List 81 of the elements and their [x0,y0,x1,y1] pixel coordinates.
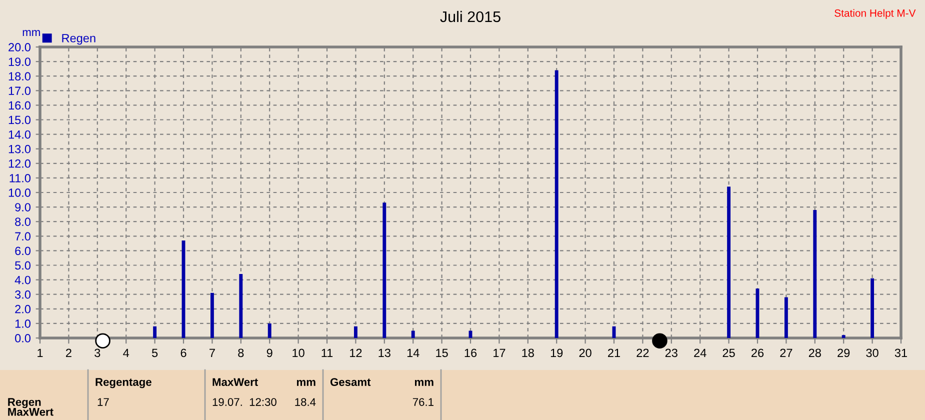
y-tick-label: 8.0 [15,218,31,226]
x-tick-label: 8 [238,348,244,358]
chart-title: Juli 2015 [440,10,500,22]
x-tick-label: 17 [494,348,506,357]
x-tick-label: 23 [665,348,678,358]
text: Regentage [96,378,152,388]
y-tick-label: 16.0 [8,101,31,110]
y-tick-label: 13.0 [8,144,31,154]
text: Gesamt [330,378,371,386]
legend-label: Regen [62,34,96,45]
y-tick-label: 20.0 [8,43,31,52]
y-tick-label: 7.0 [15,232,31,241]
y-tick-label: 2.0 [15,304,31,314]
y-tick-label: 9.0 [15,203,31,212]
x-tick-label: 28 [808,348,821,358]
bar [239,274,243,338]
text: 18.4 [295,398,316,406]
x-tick-label: 27 [780,348,792,357]
bar [354,326,358,338]
bar [468,330,472,338]
x-tick-label: 1 [38,348,43,357]
x-tick-label: 14 [407,348,420,357]
bar [842,335,846,338]
bar [153,326,157,338]
x-tick-label: 31 [894,348,907,358]
y-tick-label: 4.0 [14,276,31,284]
x-tick-label: 2 [66,348,72,357]
x-tick-label: 19 [550,348,563,358]
x-tick-label: 18 [522,348,534,358]
text: 76.1 [412,398,434,406]
x-tick-label: 7 [210,348,215,357]
y-tick-label: 18.0 [8,72,31,80]
x-tick-label: 10 [292,348,304,358]
text: MaxWert [8,408,54,416]
text: 19.07. 12:30 [212,398,276,406]
y-tick-label: 0.0 [15,334,31,342]
y-tick-label: 17.0 [8,86,31,96]
bar [554,70,558,338]
bar [784,297,788,338]
y-axis-title: mm [22,30,40,36]
x-tick-label: 21 [608,348,620,357]
y-tick-label: 14.0 [8,130,31,139]
y-tick-label: 1.0 [15,319,31,328]
x-tick-label: 3 [94,348,100,358]
x-tick-label: 11 [322,348,333,357]
x-tick-label: 12 [350,348,362,357]
y-tick-label: 19.0 [8,58,31,66]
y-tick-label: 3.0 [15,290,31,299]
y-tick-label: 6.0 [15,246,31,256]
text: Station Helpt M-V [834,9,916,19]
x-tick-label: 16 [464,348,477,358]
x-tick-label: 30 [866,348,878,358]
x-tick-label: 5 [152,348,158,358]
bar [411,330,415,338]
y-tick-label: 11.0 [10,174,31,182]
bar [268,323,272,338]
x-tick-label: 13 [378,348,390,358]
x-tick-label: 22 [636,348,649,357]
y-tick-label: 15.0 [8,116,31,124]
text: Regen [8,398,41,408]
x-tick-label: 25 [722,348,735,358]
x-tick-label: 15 [436,348,448,358]
x-tick-label: 20 [579,348,592,358]
x-tick-label: 29 [838,348,850,358]
y-tick-label: 12.0 [8,159,31,168]
bar [210,292,214,338]
bar [382,202,386,338]
y-tick-label: 10.0 [8,188,31,197]
x-tick-label: 24 [694,348,706,357]
bar [813,210,817,338]
bar [727,186,731,338]
x-tick-label: 26 [752,348,764,358]
y-tick-label: 5.0 [15,261,31,270]
text: mm [414,380,434,386]
text: 17 [98,398,109,406]
x-tick-label: 9 [266,348,272,358]
text: mm [296,380,316,386]
text: MaxWert [212,378,258,386]
x-tick-label: 6 [180,348,186,358]
x-tick-label: 4 [123,348,130,357]
bar [870,278,874,338]
